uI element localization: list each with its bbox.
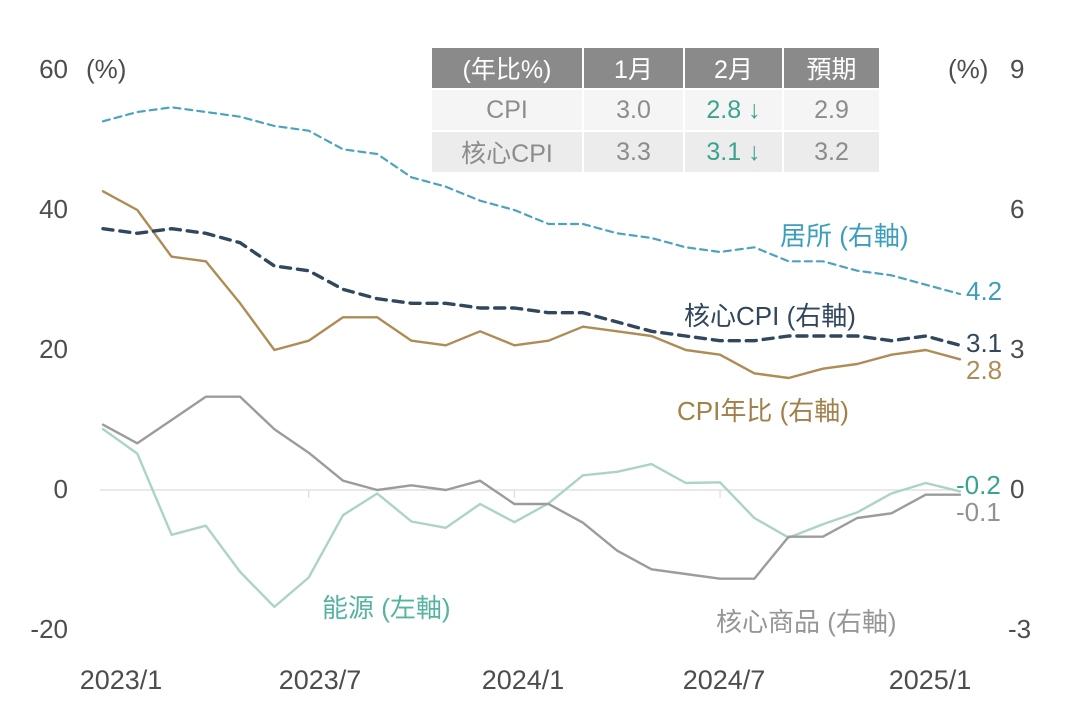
- left-axis-tick-20: 20: [39, 334, 68, 364]
- end-label-energy: -0.2: [956, 470, 1001, 500]
- x-label-2023-1: 2023/1: [79, 665, 163, 695]
- table-header-forecast: 預期: [784, 48, 879, 88]
- table-cell-corecpi-feb: 3.1 ↓: [685, 132, 782, 172]
- table-cell-cpi-forecast: 2.9: [784, 90, 879, 130]
- left-axis-tick-0: 0: [53, 474, 68, 504]
- table-cell-cpi-label: CPI: [432, 90, 582, 130]
- right-axis-tick-0: 0: [1010, 474, 1025, 504]
- left-axis-tick-m20: -20: [30, 614, 68, 644]
- table-header-jan: 1月: [584, 48, 683, 88]
- series-line-energy: [101, 427, 962, 609]
- left-axis-tick-40: 40: [39, 194, 68, 224]
- series-label-cpi: CPI年比 (右軸): [677, 396, 849, 426]
- series-label-energy: 能源 (左軸): [322, 593, 451, 623]
- series-line-core_cpi: [101, 226, 962, 347]
- end-label-core-goods: -0.1: [956, 497, 1001, 527]
- table-cell-cpi-jan: 3.0: [584, 90, 683, 130]
- table-cell-corecpi-label: 核心CPI: [432, 132, 582, 172]
- right-axis-unit: (%): [948, 54, 989, 84]
- end-label-core-cpi: 3.1: [966, 328, 1003, 358]
- right-axis-tick-3: 3: [1010, 334, 1025, 364]
- table-cell-corecpi-forecast: 3.2: [784, 132, 879, 172]
- series-label-shelter: 居所 (右軸): [780, 221, 909, 251]
- x-label-2023-7: 2023/7: [278, 665, 362, 695]
- series-line-shelter: [101, 106, 962, 296]
- x-label-2024-1: 2024/1: [481, 665, 565, 695]
- table-header-metric: (年比%): [432, 48, 582, 88]
- left-axis-tick-60: 60: [39, 54, 68, 84]
- table-cell-cpi-feb: 2.8 ↓: [685, 90, 782, 130]
- series-label-core-goods: 核心商品 (右軸): [716, 607, 897, 637]
- series-line-cpi: [101, 190, 962, 380]
- left-axis-unit: (%): [86, 54, 127, 84]
- x-label-2024-7: 2024/7: [682, 665, 766, 695]
- right-axis-tick-m3: -3: [1008, 614, 1032, 644]
- end-label-shelter: 4.2: [966, 276, 1003, 306]
- series-label-core-cpi: 核心CPI (右軸): [684, 301, 856, 331]
- right-axis-tick-9: 9: [1010, 54, 1025, 84]
- table-cell-corecpi-jan: 3.3: [584, 132, 683, 172]
- right-axis-tick-6: 6: [1010, 194, 1025, 224]
- x-label-2025-1: 2025/1: [888, 665, 972, 695]
- end-label-cpi: 2.8: [966, 355, 1003, 385]
- series-line-core_goods: [101, 395, 962, 580]
- table-header-feb: 2月: [685, 48, 782, 88]
- cpi-summary-table: (年比%) 1月 2月 預期 CPI 3.0 2.8 ↓ 2.9 核心CPI 3…: [432, 48, 879, 172]
